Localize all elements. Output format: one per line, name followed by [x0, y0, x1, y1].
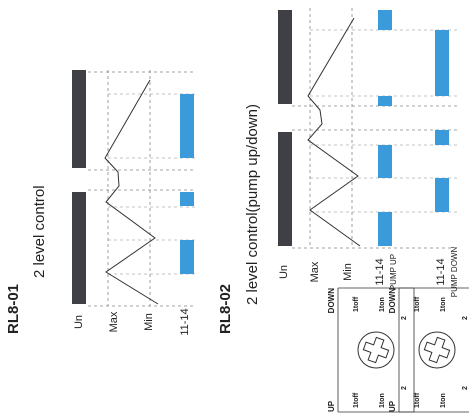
dial-mark: 1toff	[353, 392, 360, 408]
mode-dial-up-down: UP DOWN 1toff 1ton 2 1toff 1ton 2	[388, 287, 469, 413]
rl8-01-supply-bar	[72, 192, 86, 304]
rl8-02-caption-pump-up: PUMP UP	[389, 254, 398, 290]
rl8-02-label-un: Un	[278, 265, 290, 279]
rl8-01-label-max: Max	[108, 311, 120, 332]
rl8-01-section: RL8-01 2 level control Un Max Min 11-14	[5, 70, 196, 336]
dial-cross-icon	[362, 336, 390, 364]
rl8-02-code: RL8-02	[217, 284, 234, 334]
dial-mark: 2	[462, 316, 469, 320]
rl8-01-label-min: Min	[143, 313, 155, 331]
rl8-02-pump-up-on-block	[378, 10, 392, 30]
dial-mark: 2	[401, 386, 408, 390]
rl8-02-supply-bar	[278, 10, 292, 104]
rl8-01-relay-on-block	[180, 192, 194, 206]
dial-cross-icon	[423, 336, 451, 364]
dial-label-down: DOWN	[388, 288, 397, 314]
rl8-02-pump-up-on-block	[378, 212, 392, 246]
rl8-02-caption-pump-down: PUMP DOWN	[450, 247, 459, 298]
rl8-02-title: 2 level control(pump up/down)	[244, 104, 261, 305]
dial-mark: 1ton	[379, 393, 386, 408]
rl8-02-pump-up-on-block	[378, 96, 392, 106]
rl8-02-label-min: Min	[342, 263, 354, 281]
rl8-02-pump-down-on-block	[435, 30, 449, 96]
rl8-02-section: RL8-02 2 level control(pump up/down) Un …	[217, 8, 460, 334]
dial-mark: 1toff	[414, 392, 421, 408]
rl8-02-label-max: Max	[309, 261, 321, 282]
dial-label-up: UP	[388, 400, 397, 412]
dial-mark: 2	[401, 316, 408, 320]
dial-label-down: DOWN	[327, 288, 336, 314]
dial-mark: 1ton	[379, 297, 386, 312]
dial-mark: 1toff	[414, 296, 421, 312]
dial-mark: 1ton	[440, 297, 447, 312]
dial-mark: 1ton	[440, 393, 447, 408]
dial-knob-icon	[357, 331, 395, 369]
rl8-02-pump-down-on-block	[435, 130, 449, 145]
dial-label-up: UP	[327, 400, 336, 412]
rl8-02-label-output-up: 11-14	[374, 258, 386, 285]
rl8-01-level-curve	[104, 79, 159, 305]
rl8-02-label-output-down: 11-14	[435, 258, 447, 285]
rl8-02-pump-up-on-block	[378, 145, 392, 178]
dial-mark: 2	[462, 386, 469, 390]
rl8-02-pump-down-on-block	[435, 178, 449, 212]
rl8-01-label-un: Un	[73, 315, 85, 329]
rl8-01-relay-on-block	[180, 94, 194, 158]
rl8-01-code: RL8-01	[5, 284, 22, 334]
dial-knob-icon	[418, 331, 456, 369]
rl8-01-relay-on-block	[180, 240, 194, 274]
rl8-01-supply-bar	[72, 70, 86, 168]
rl8-01-title: 2 level control	[31, 185, 48, 278]
rl8-02-supply-bar	[278, 132, 292, 246]
rl8-01-label-output: 11-14	[179, 308, 191, 335]
mode-dial-up-down: UP DOWN 1toff 1ton 2 1toff 1ton 2	[327, 287, 415, 413]
dial-mark: 1toff	[353, 296, 360, 312]
rl8-02-level-curve	[307, 17, 361, 247]
